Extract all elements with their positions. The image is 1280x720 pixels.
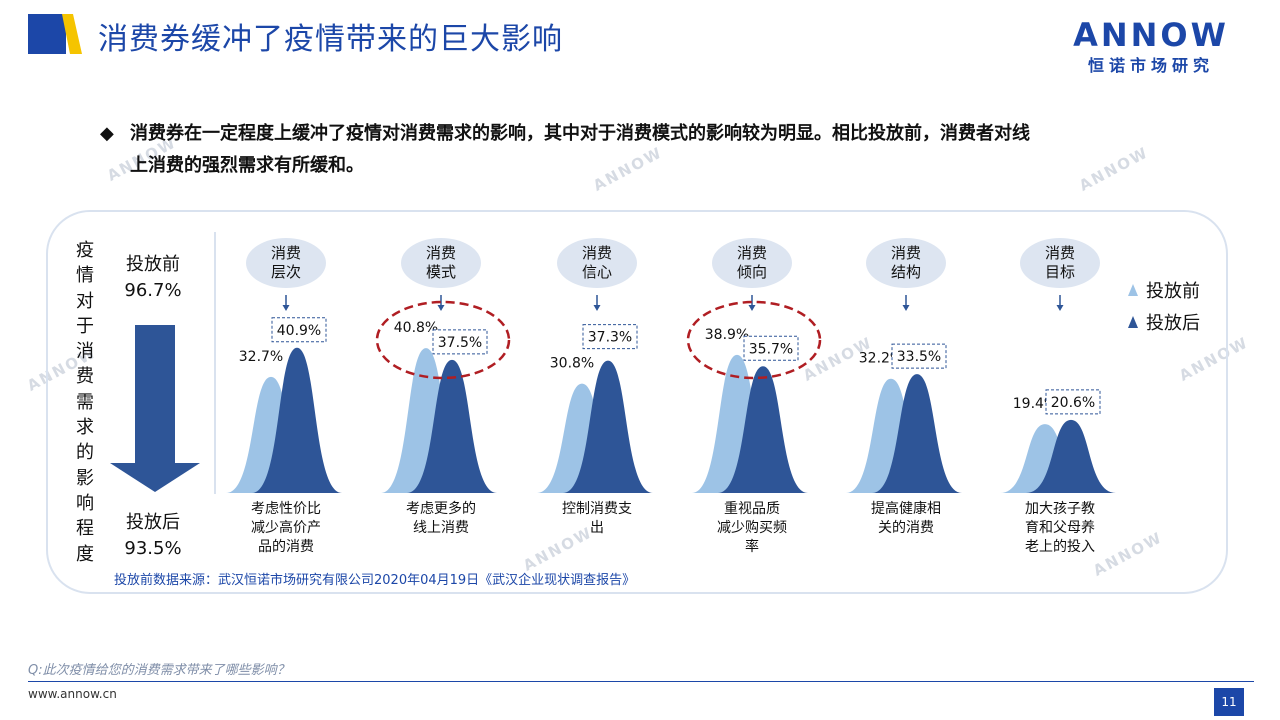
pointer-arrow-icon <box>1056 305 1064 311</box>
before-value-label: 32.7% <box>239 349 283 365</box>
after-peak <box>718 366 808 493</box>
after-value-label: 37.3% <box>588 330 632 346</box>
before-value: 96.7% <box>124 280 182 301</box>
brand-mark <box>28 14 82 54</box>
category-label-line: 信心 <box>582 263 612 281</box>
category-description-line: 重视品质 <box>724 501 780 517</box>
after-value-label: 35.7% <box>749 341 793 357</box>
after-peak <box>1026 419 1116 493</box>
category-description-line: 控制消费支 <box>562 501 632 517</box>
after-value-label: 37.5% <box>438 335 482 351</box>
category-bubble <box>712 238 792 288</box>
footer-divider <box>28 681 1254 682</box>
down-arrow-icon <box>110 325 200 492</box>
impact-side-label: 疫情对于消费需求的影响程度 <box>76 240 94 565</box>
after-value: 93.5% <box>124 538 182 559</box>
chart-panel <box>46 210 1228 594</box>
legend-before-swatch <box>1128 284 1138 296</box>
category-label-line: 倾向 <box>737 263 767 281</box>
brand-name: ANNOW <box>1073 16 1229 54</box>
panel-divider <box>214 232 216 494</box>
before-value-label: 30.8% <box>550 356 594 372</box>
after-peak <box>252 347 342 493</box>
category-label-line: 目标 <box>1045 263 1075 281</box>
category-description-line: 出 <box>590 520 604 536</box>
after-value-box <box>432 329 488 355</box>
category-description-line: 减少购买频 <box>717 520 787 536</box>
category-description-line: 率 <box>745 538 759 555</box>
category-label-line: 消费 <box>582 244 612 262</box>
after-value-box <box>582 324 638 350</box>
category-description-line: 提高健康相 <box>871 500 941 517</box>
before-value-label: 38.9% <box>705 327 749 343</box>
page-number: 11 <box>1214 688 1244 716</box>
category-label-line: 消费 <box>1045 244 1075 262</box>
after-peak <box>563 360 653 493</box>
category-bubble <box>866 238 946 288</box>
category-bubble <box>246 238 326 288</box>
pointer-arrow-icon <box>282 305 290 311</box>
category-label-line: 模式 <box>426 263 456 281</box>
chart-legend: 投放前 投放后 <box>1128 274 1200 338</box>
legend-before-label: 投放前 <box>1146 281 1200 302</box>
category-description-line: 关的消费 <box>878 520 934 536</box>
after-peak <box>407 359 497 493</box>
diamond-bullet-icon: ◆ <box>100 123 114 144</box>
category-description-line: 考虑性价比 <box>251 501 321 517</box>
after-value-box <box>1045 389 1101 415</box>
before-value-label: 40.8% <box>394 320 438 336</box>
after-summary: 投放后 93.5% <box>104 510 202 562</box>
category-description-line: 考虑更多的 <box>406 500 476 517</box>
pointer-arrow-icon <box>748 305 756 311</box>
brand-logo: ANNOW 恒诺市场研究 <box>1066 18 1236 76</box>
category-label-line: 消费 <box>271 244 301 262</box>
legend-after-swatch <box>1128 316 1138 328</box>
category-description-line: 线上消费 <box>413 520 469 536</box>
category-description-line: 加大孩子教 <box>1025 501 1095 517</box>
highlight-ellipse <box>686 300 822 380</box>
category-bubble <box>557 238 637 288</box>
category-label-line: 层次 <box>271 263 301 281</box>
survey-question: Q:此次疫情给您的消费需求带来了哪些影响？ <box>28 663 290 678</box>
after-peak <box>872 374 962 493</box>
page-title: 消费券缓冲了疫情带来的巨大影响 <box>98 22 563 57</box>
after-value-label: 33.5% <box>897 349 941 365</box>
category-bubble <box>401 238 481 288</box>
legend-after-label: 投放后 <box>1146 313 1200 334</box>
website-link[interactable]: www.annow.cn <box>28 687 117 701</box>
category-description-line: 品的消费 <box>258 539 314 555</box>
category-label-line: 结构 <box>891 263 921 281</box>
category-label-line: 消费 <box>426 244 456 262</box>
summary-line-1: 消费券在一定程度上缓冲了疫情对消费需求的影响，其中对于消费模式的影响较为明显。相… <box>130 123 1030 144</box>
before-label: 投放前 <box>126 254 180 275</box>
after-value-box <box>271 317 327 343</box>
after-value-label: 40.9% <box>277 323 321 339</box>
category-label-line: 消费 <box>891 244 921 262</box>
legend-item-before: 投放前 <box>1128 274 1200 306</box>
legend-item-after: 投放后 <box>1128 306 1200 338</box>
pointer-arrow-icon <box>902 305 910 311</box>
brand-mark-blue <box>28 14 66 54</box>
summary-text: ◆ 消费券在一定程度上缓冲了疫情对消费需求的影响，其中对于消费模式的影响较为明显。… <box>100 118 1240 182</box>
after-value-box <box>743 335 799 361</box>
after-value-box <box>891 343 947 369</box>
pointer-arrow-icon <box>437 305 445 311</box>
before-summary: 投放前 96.7% <box>104 252 202 304</box>
category-bubble <box>1020 238 1100 288</box>
pointer-arrow-icon <box>593 305 601 311</box>
after-value-label: 20.6% <box>1051 395 1095 411</box>
data-source-note: 投放前数据来源：武汉恒诺市场研究有限公司2020年04月19日《武汉企业现状调查… <box>114 573 636 588</box>
category-label-line: 消费 <box>737 244 767 262</box>
summary-line-2: 上消费的强烈需求有所缓和。 <box>130 155 364 176</box>
category-description-line: 减少高价产 <box>251 519 321 536</box>
after-label: 投放后 <box>126 512 180 533</box>
category-description-line: 老上的投入 <box>1025 539 1095 555</box>
highlight-ellipse <box>375 300 511 380</box>
brand-subtitle: 恒诺市场研究 <box>1087 56 1214 75</box>
category-description-line: 育和父母养 <box>1025 520 1095 536</box>
